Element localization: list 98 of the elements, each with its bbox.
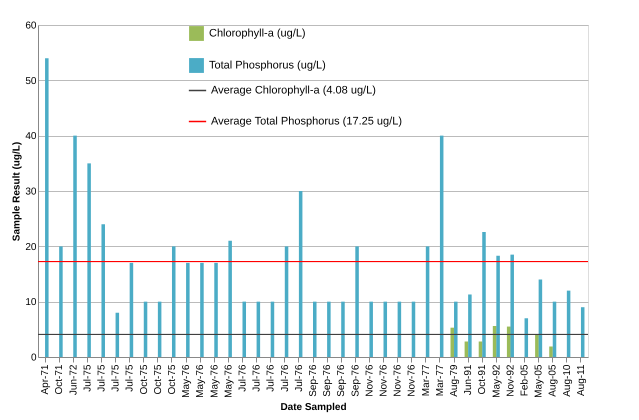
bar xyxy=(116,312,120,357)
x-tick-label: Jul-75 xyxy=(124,364,136,392)
x-tick-label: Aug-10 xyxy=(562,364,573,397)
x-tick-label: Jul-76 xyxy=(280,364,291,392)
y-tick-label: 50 xyxy=(25,76,37,87)
bar xyxy=(566,290,570,357)
bar xyxy=(45,58,49,357)
bar xyxy=(580,307,584,357)
bar xyxy=(468,294,472,357)
legend-label: Average Chlorophyll-a (4.08 ug/L) xyxy=(211,84,376,96)
bar xyxy=(298,191,302,357)
x-tick-label: Jul-75 xyxy=(110,364,122,392)
x-tick-label: May-92 xyxy=(491,364,502,398)
bar xyxy=(492,326,496,357)
bar xyxy=(506,326,510,357)
bar xyxy=(284,246,288,357)
bar xyxy=(200,262,204,357)
bar xyxy=(355,246,359,357)
x-tick-label: May-76 xyxy=(181,364,192,398)
bar xyxy=(228,240,232,357)
bar xyxy=(59,246,63,357)
bar xyxy=(186,262,190,357)
x-tick-label: Jun-91 xyxy=(463,364,474,396)
bar xyxy=(172,246,176,357)
bar xyxy=(384,302,388,357)
x-tick-label: Nov-92 xyxy=(505,364,516,397)
bar xyxy=(552,302,556,357)
x-tick-label: Jul-76 xyxy=(266,364,277,392)
x-tick-label: Nov-76 xyxy=(406,364,418,397)
x-tick-label: May-76 xyxy=(195,364,206,398)
bar xyxy=(327,302,331,357)
x-tick-label: Nov-76 xyxy=(378,364,390,397)
x-tick-label: Aug-79 xyxy=(449,364,460,397)
bar xyxy=(87,163,91,357)
legend-label: Chlorophyll-a (ug/L) xyxy=(209,28,306,40)
bar xyxy=(242,302,246,357)
legend-label: Average Total Phosphorus (17.25 ug/L) xyxy=(211,116,402,128)
x-tick-label: Nov-76 xyxy=(364,364,376,397)
y-tick-label: 30 xyxy=(25,186,37,198)
bar xyxy=(538,280,542,357)
bar xyxy=(478,342,482,357)
x-tick-label: Jul-76 xyxy=(294,364,305,392)
x-tick-label: Jul-75 xyxy=(96,364,108,392)
x-tick-label: Feb-05 xyxy=(520,364,531,396)
y-tick-label: 0 xyxy=(30,352,37,364)
x-tick-label: May-05 xyxy=(534,364,545,398)
bar xyxy=(313,302,317,357)
x-tick-label: Jun-72 xyxy=(68,364,80,396)
x-tick-label: Apr-71 xyxy=(40,364,52,395)
x-tick-label: Sep-76 xyxy=(322,364,334,397)
x-tick-label: Mar-77 xyxy=(434,364,446,396)
x-tick-label: Sep-76 xyxy=(308,364,319,397)
bar xyxy=(524,318,528,357)
x-tick-label: Oct-71 xyxy=(54,364,66,395)
bar xyxy=(158,302,162,357)
y-tick-label: 60 xyxy=(25,20,37,32)
x-tick-label: Nov-76 xyxy=(392,364,404,397)
x-tick-label: Oct-75 xyxy=(138,364,150,395)
y-tick-label: 20 xyxy=(25,242,37,253)
bar xyxy=(214,262,218,357)
bar xyxy=(130,262,134,357)
x-tick-label: Jul-75 xyxy=(82,364,94,392)
bar xyxy=(464,342,468,357)
x-tick-label: Sep-76 xyxy=(350,364,362,397)
x-tick-label: Oct-91 xyxy=(477,364,488,395)
bar xyxy=(73,136,77,357)
bar xyxy=(549,346,553,357)
x-tick-label: Jul-76 xyxy=(252,364,263,392)
y-axis-title: Sample Result (ug/L) xyxy=(11,142,22,242)
bar xyxy=(256,302,260,357)
x-tick-label: May-76 xyxy=(209,364,220,398)
x-tick-label: Aug-11 xyxy=(576,364,587,396)
bar xyxy=(496,256,500,357)
bar xyxy=(454,302,458,357)
x-tick-label: Sep-76 xyxy=(336,364,348,397)
bar xyxy=(270,302,274,357)
bar xyxy=(426,246,430,357)
y-tick-label: 10 xyxy=(25,297,37,308)
bar xyxy=(450,328,454,357)
bar xyxy=(341,302,345,357)
bar xyxy=(510,254,514,357)
x-tick-label: Mar-77 xyxy=(420,364,432,396)
bar xyxy=(535,334,539,357)
bar xyxy=(412,302,416,357)
x-tick-label: May-76 xyxy=(223,364,234,398)
x-tick-label: Aug-05 xyxy=(548,364,559,397)
x-tick-label: Jul-76 xyxy=(237,364,248,392)
bar xyxy=(398,302,402,357)
x-axis-title: Date Sampled xyxy=(280,402,347,413)
bar xyxy=(144,302,148,357)
x-tick-label: Oct-75 xyxy=(152,364,164,395)
legend-label: Total Phosphorus (ug/L) xyxy=(209,60,326,72)
bar xyxy=(482,232,486,357)
x-tick-label: Oct-75 xyxy=(166,364,178,395)
bar xyxy=(101,224,105,357)
bar xyxy=(369,302,373,357)
bar xyxy=(440,136,444,357)
y-tick-label: 40 xyxy=(25,131,37,142)
